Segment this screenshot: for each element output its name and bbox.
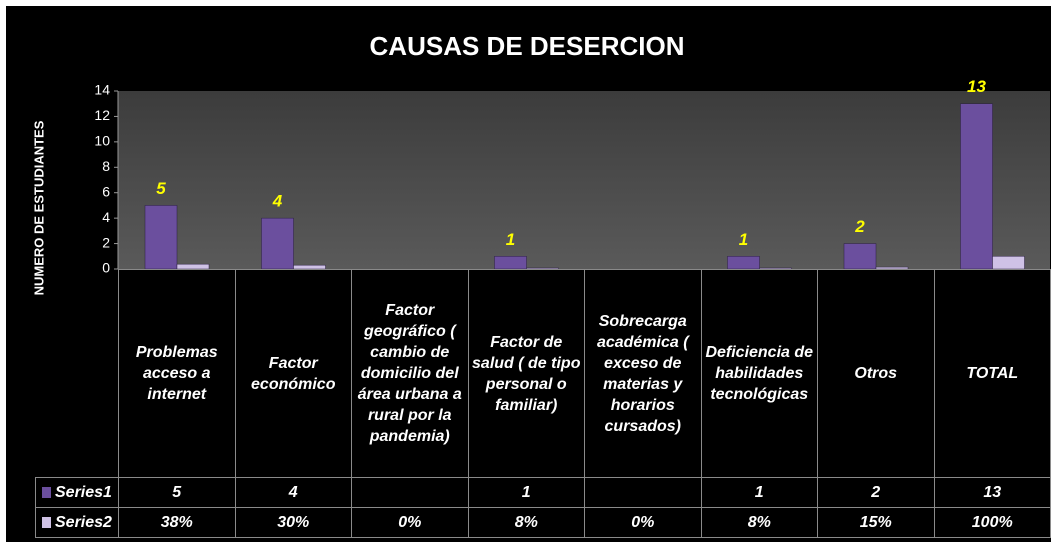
bar — [293, 264, 326, 270]
legend-label: Series2 — [55, 514, 112, 531]
table-cell: 100% — [933, 507, 1051, 538]
y-tick-label: 0 — [102, 260, 110, 276]
plot-area — [118, 91, 1050, 269]
legend-cell: Series1 — [35, 477, 119, 508]
table-cell: 8% — [467, 507, 585, 538]
bar — [144, 205, 178, 270]
category-header: Deficiencia de habilidades tecnológicas — [700, 269, 818, 478]
y-tick-label: 8 — [102, 158, 110, 174]
category-header: Sobrecarga académica ( exceso de materia… — [584, 269, 702, 478]
data-label: 1 — [506, 230, 515, 249]
table-cell: 30% — [234, 507, 352, 538]
legend-swatch — [42, 487, 51, 498]
table-cell: 13 — [933, 477, 1051, 508]
table-cell: 15% — [817, 507, 935, 538]
bar — [727, 256, 760, 270]
table-cell: 1 — [467, 477, 585, 508]
legend-swatch — [42, 517, 51, 528]
category-header: Factor económico — [234, 269, 352, 478]
table-cell: 1 — [700, 477, 818, 508]
y-axis-label: NUMERO DE ESTUDIANTES — [31, 120, 46, 295]
y-tick-label: 12 — [94, 107, 110, 123]
y-tick-label: 4 — [102, 209, 110, 225]
category-header: TOTAL — [933, 269, 1051, 478]
category-header: Factor de salud ( de tipo personal o fam… — [467, 269, 585, 478]
data-label: 13 — [967, 77, 986, 96]
y-tick-label: 14 — [94, 82, 110, 98]
table-cell: 0% — [351, 507, 469, 538]
bar — [494, 256, 527, 270]
bar — [960, 103, 993, 270]
category-header: Problemas acceso a internet — [118, 269, 236, 478]
y-tick-label: 10 — [94, 133, 110, 149]
legend-label: Series1 — [55, 484, 112, 501]
table-cell — [351, 477, 469, 508]
table-cell: 5 — [118, 477, 236, 508]
bar — [843, 243, 877, 270]
table-cell: 2 — [817, 477, 935, 508]
y-tick-label: 2 — [102, 234, 110, 250]
table-cell — [584, 477, 702, 508]
table-cell: 38% — [118, 507, 236, 538]
table-cell: 8% — [700, 507, 818, 538]
legend-cell: Series2 — [35, 507, 119, 538]
chart-title: CAUSAS DE DESERCION — [370, 31, 685, 61]
category-header: Factor geográfico ( cambio de domicilio … — [351, 269, 469, 478]
data-label: 1 — [739, 230, 748, 249]
data-label: 4 — [272, 192, 283, 211]
y-tick-label: 6 — [102, 183, 110, 199]
data-label: 5 — [156, 179, 166, 198]
bar — [261, 217, 294, 270]
table-cell: 4 — [234, 477, 352, 508]
category-header: Otros — [817, 269, 935, 478]
data-label: 2 — [854, 217, 865, 236]
bar — [526, 267, 559, 270]
table-cell: 0% — [584, 507, 702, 538]
bar — [992, 256, 1025, 270]
bar — [759, 267, 792, 270]
